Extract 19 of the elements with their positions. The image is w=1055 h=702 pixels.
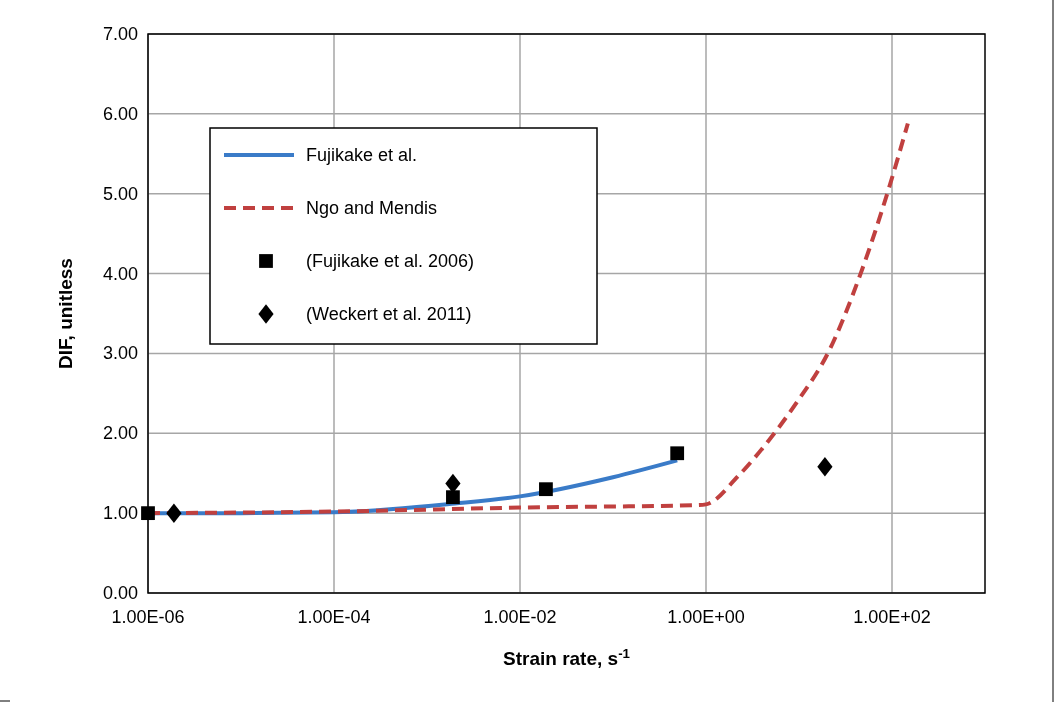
x-tick-label: 1.00E-04 bbox=[297, 607, 371, 627]
x-axis-title: Strain rate, s$^{-1}$ bbox=[503, 645, 631, 669]
y-tick-label: 7.00 bbox=[102, 24, 138, 44]
y-tick-label: 2.00 bbox=[102, 423, 138, 444]
legend-label: Fujikake et al. bbox=[306, 145, 418, 165]
y-tick-label: 6.00 bbox=[102, 103, 138, 124]
x-tick-label: 1.00E-06 bbox=[111, 607, 185, 627]
x-tick-label: 1.00E-02 bbox=[483, 607, 557, 627]
y-tick-label: 5.00 bbox=[102, 183, 138, 204]
legend-label: Ngo and Mendis bbox=[306, 198, 438, 218]
x-tick-label: 1.00E+02 bbox=[853, 607, 931, 627]
y-axis-title: DIF, unitless bbox=[55, 258, 76, 369]
legend-label: (Weckert et al. 2011) bbox=[306, 304, 472, 324]
y-tick-label: 0.00 bbox=[102, 583, 138, 603]
y-tick-label: 3.00 bbox=[102, 343, 138, 364]
legend-label: (Fujikake et al. 2006) bbox=[306, 251, 475, 271]
y-tick-label: 4.00 bbox=[102, 263, 138, 284]
x-tick-label: 1.00E+00 bbox=[667, 607, 745, 627]
y-tick-label: 1.00 bbox=[102, 503, 138, 524]
